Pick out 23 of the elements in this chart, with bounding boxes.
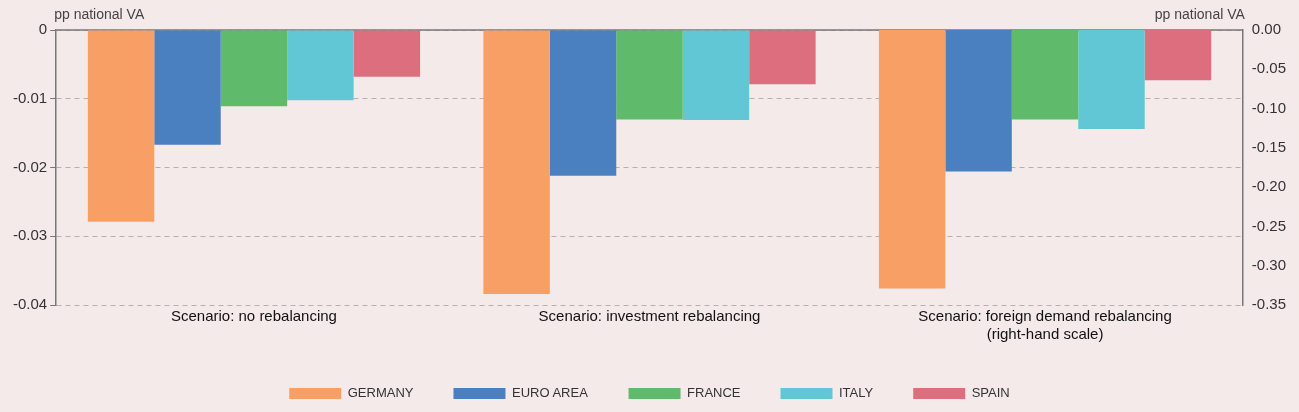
y2-axis-title: pp national VA <box>1154 5 1246 22</box>
y2-tick-label: -0.05 <box>1251 59 1287 77</box>
y2-tick-label: -0.20 <box>1251 177 1287 195</box>
y-tick-label: -0.03 <box>12 226 48 244</box>
x-tick-label: Scenario: foreign demand rebalancing (right-hand scale) <box>918 307 1172 343</box>
legend-label: SPAIN <box>971 385 1010 401</box>
y2-tick-label: -0.25 <box>1251 216 1287 234</box>
y-axis-title: pp national VA <box>54 5 145 22</box>
y2-tick-label: -0.15 <box>1251 138 1287 155</box>
y2-tick-label: 0.00 <box>1251 20 1282 38</box>
legend-label: ITALY <box>839 385 874 401</box>
y-tick-label: -0.04 <box>12 295 48 313</box>
legend-label: GERMANY <box>347 385 414 401</box>
y2-tick-label: -0.35 <box>1251 295 1287 313</box>
y-tick-label: -0.01 <box>12 88 48 106</box>
y-tick-label: 0 <box>38 20 48 38</box>
y2-tick-label: -0.10 <box>1251 98 1287 116</box>
x-tick-label: Scenario: no rebalancing <box>170 307 337 325</box>
x-tick-label: Scenario: investment rebalancing <box>538 307 761 325</box>
y-tick-label: -0.02 <box>12 157 48 175</box>
y2-tick-label: -0.30 <box>1251 255 1287 273</box>
legend-label: FRANCE <box>687 385 741 401</box>
legend-label: EURO AREA <box>511 385 589 401</box>
